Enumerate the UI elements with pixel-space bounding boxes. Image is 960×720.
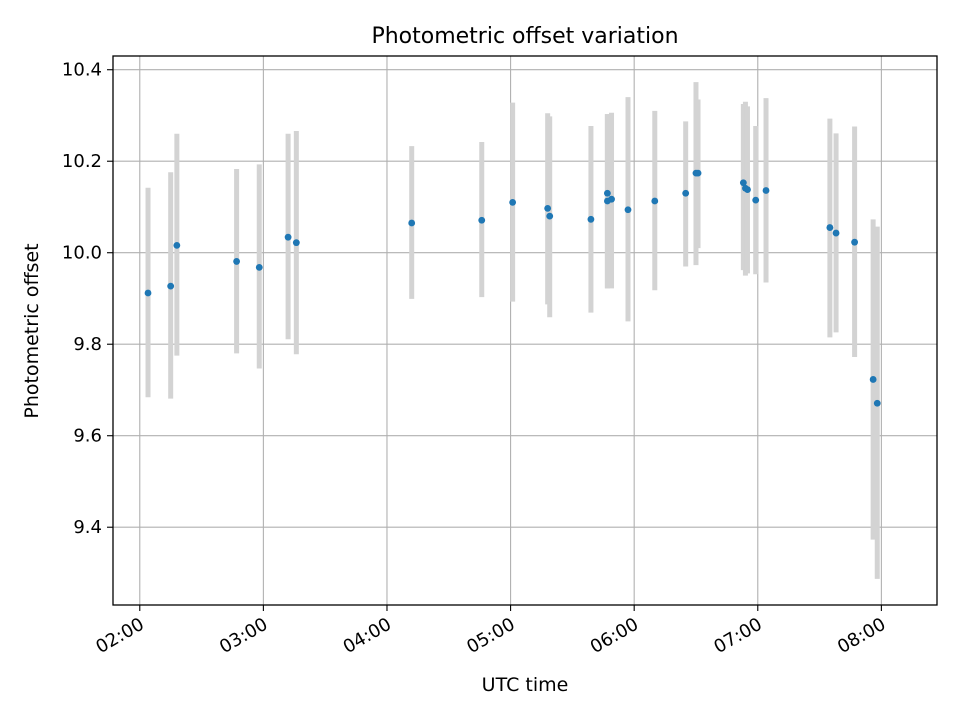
data-point (826, 224, 834, 231)
data-point (544, 204, 552, 212)
data-point (284, 233, 292, 241)
data-point (762, 187, 770, 194)
x-axis-label: UTC time (482, 674, 569, 696)
data-point (546, 212, 554, 220)
data-point (694, 169, 702, 177)
data-points (144, 169, 881, 407)
data-point (739, 179, 747, 187)
data-point (144, 289, 152, 297)
data-point (873, 399, 881, 407)
data-point (624, 206, 632, 214)
data-point (651, 197, 659, 205)
chart-title: Photometric offset variation (371, 24, 678, 49)
data-point (233, 258, 241, 265)
data-point (587, 215, 595, 223)
y-tick-label: 10.0 (62, 243, 102, 264)
y-tick-label: 9.8 (73, 334, 102, 355)
y-tick-label: 10.2 (62, 151, 102, 172)
data-point (744, 186, 751, 193)
data-point (255, 263, 263, 271)
data-point (851, 238, 858, 246)
y-tick-label: 9.6 (73, 426, 102, 447)
plot-frame (112, 55, 938, 606)
data-point (752, 196, 760, 204)
data-point (167, 282, 175, 290)
data-point (173, 242, 181, 249)
y-axis-label: Photometric offset (21, 243, 43, 418)
y-tick-label: 9.4 (73, 517, 102, 538)
data-point (604, 189, 611, 197)
data-point (869, 376, 877, 383)
y-axis-ticks: 9.4 9.6 9.8 10.0 10.2 10.4 (62, 60, 113, 538)
data-point (832, 229, 840, 237)
data-point (408, 219, 416, 227)
data-point (292, 239, 300, 247)
data-point (608, 195, 615, 203)
data-point (682, 189, 690, 197)
y-tick-label: 10.4 (62, 60, 102, 81)
data-point (478, 216, 486, 224)
data-point (509, 199, 517, 206)
